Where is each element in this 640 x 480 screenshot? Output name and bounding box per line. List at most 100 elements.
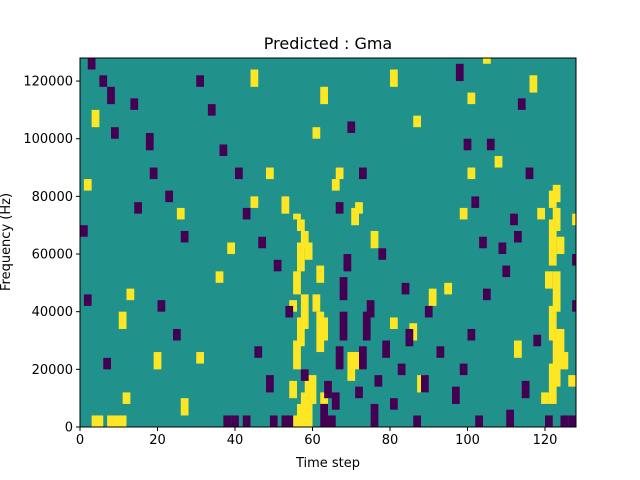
heatmap-cell (382, 340, 390, 358)
heatmap-cell (560, 352, 569, 370)
heatmap-cell (328, 415, 336, 427)
heatmap-cell (444, 282, 452, 295)
heatmap-cell (436, 346, 445, 358)
heatmap-cell (300, 294, 309, 329)
heatmap-cell (219, 144, 228, 157)
heatmap-cell (517, 98, 526, 110)
heatmap-cell (390, 69, 398, 87)
heatmap-cell (80, 225, 88, 237)
heatmap-cell (297, 242, 305, 272)
heatmap-cell (281, 196, 290, 214)
heatmap-cell (428, 288, 437, 306)
heatmap-cell (421, 375, 429, 393)
heatmap-cell (390, 398, 398, 410)
heatmap-cell (91, 109, 100, 128)
heatmap-cell (541, 392, 549, 404)
heatmap-cell (525, 167, 534, 180)
heatmap-cell (223, 415, 232, 427)
heatmap-cell (103, 357, 111, 370)
heatmap-cell (552, 207, 561, 231)
heatmap-cell (494, 156, 503, 168)
heatmap-cell (351, 352, 359, 370)
heatmap-cell (401, 282, 410, 295)
heatmap-cell (324, 380, 332, 399)
x-axis-label: Time step (295, 456, 360, 471)
y-tick-label: 100000 (23, 132, 73, 147)
heatmap-cell (312, 294, 321, 312)
x-tick-label: 120 (533, 433, 558, 448)
heatmap-cell (359, 167, 367, 180)
heatmap-cell (107, 86, 115, 105)
heatmap-cell (176, 207, 185, 220)
heatmap-cell (180, 230, 189, 243)
heatmap-cell (572, 213, 577, 226)
heatmap-cell (215, 271, 224, 283)
heatmap-cell (122, 392, 131, 404)
heatmap-cell (548, 219, 557, 266)
heatmap-cell (235, 167, 243, 180)
heatmap-cell (568, 415, 576, 427)
heatmap-cell (231, 415, 239, 427)
heatmap-cell (258, 236, 266, 249)
heatmap-cell (568, 375, 576, 387)
x-tick-label: 80 (382, 433, 399, 448)
x-tick-label: 60 (304, 433, 321, 448)
heatmap-cell (335, 202, 344, 214)
heatmap-cell (498, 242, 507, 255)
heatmap-cell (118, 311, 127, 329)
heatmap-cell (269, 415, 278, 427)
heatmap-cell (227, 242, 235, 255)
heatmap-cell (359, 346, 367, 370)
heatmap-cell (331, 392, 340, 410)
heatmap-cell (467, 167, 476, 180)
heatmap-cell (413, 415, 421, 427)
heatmap-cell (409, 323, 418, 341)
heatmap-cell (483, 58, 491, 64)
heatmap-cell (467, 328, 476, 341)
heatmap-cell (572, 254, 577, 266)
heatmap-cell (266, 375, 274, 393)
heatmap-cell (289, 380, 297, 399)
heatmap-cell (87, 58, 96, 70)
heatmap-cell (173, 328, 181, 341)
heatmap-cell (339, 311, 348, 341)
heatmap-cell (99, 75, 108, 87)
heatmap-cell (548, 305, 557, 341)
heatmap-cell (165, 190, 173, 203)
heatmap-cell (207, 104, 216, 116)
heatmap-cell (312, 127, 321, 139)
heatmap-cell (413, 115, 421, 128)
heatmap-cell (300, 369, 309, 381)
heatmap-cell (514, 230, 522, 243)
heatmap-cell (285, 305, 294, 318)
x-tick-label: 20 (149, 433, 166, 448)
heatmap-cell (130, 98, 139, 110)
heatmap-cell (556, 328, 565, 358)
heatmap-cell (273, 259, 282, 272)
heatmap-cell (502, 265, 511, 278)
heatmap-cell (510, 213, 518, 226)
heatmap-cell (297, 317, 305, 347)
heatmap-cell (293, 340, 301, 370)
heatmap-cell (374, 375, 383, 387)
heatmap-cell (475, 415, 483, 427)
plot-area (79, 57, 577, 428)
heatmap-cell (304, 242, 313, 260)
heatmap-cell (111, 127, 119, 139)
heatmap-cell (126, 288, 135, 301)
heatmap-cell (343, 254, 352, 272)
heatmap-cell (339, 277, 348, 301)
heatmap-cell (320, 392, 328, 404)
heatmap-cell (506, 409, 514, 427)
x-axis: 0 20 40 60 80 100 120 (76, 427, 558, 448)
heatmap-cell (149, 167, 158, 180)
heatmap-cell (250, 196, 259, 208)
heatmap-cell (180, 398, 189, 416)
y-axis-label: Frequency (Hz) (0, 193, 14, 291)
heatmap-cell (285, 415, 294, 427)
heatmap-cell (514, 340, 522, 358)
heatmap-cell (300, 230, 309, 249)
heatmap-cell (397, 363, 406, 376)
heatmap-cell (479, 236, 487, 249)
